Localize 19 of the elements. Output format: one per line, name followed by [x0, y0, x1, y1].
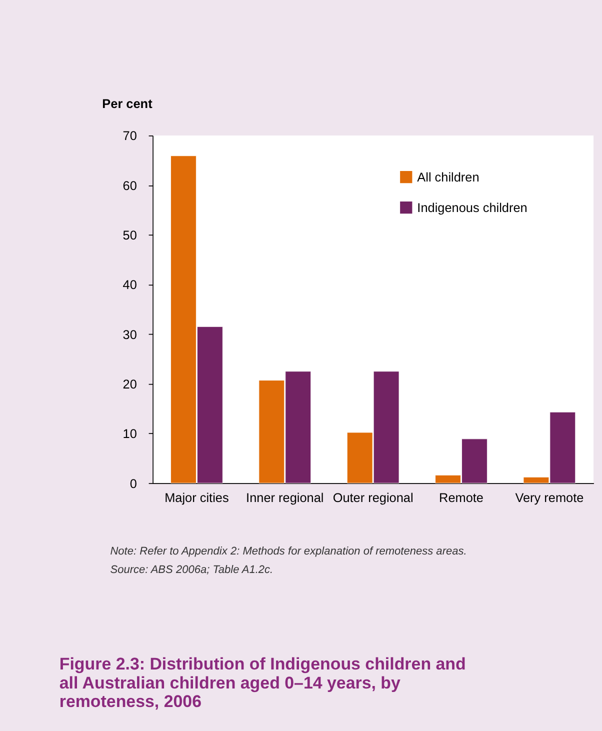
source-note: Source: ABS 2006a; Table A1.2c. — [110, 564, 274, 576]
y-tick-label: 10 — [122, 426, 137, 442]
y-tick-label: 70 — [122, 128, 137, 144]
y-tick-label: 60 — [122, 178, 137, 193]
y-tick-label: 30 — [122, 326, 137, 342]
legend-label: All children — [417, 169, 480, 184]
x-tick-label: Remote — [439, 490, 484, 506]
y-tick-label: 0 — [130, 476, 137, 491]
x-tick-label: Very remote — [515, 490, 584, 506]
text: Note: Refer to Appendix 2: Methods for explanation of remoteness areas. — [110, 545, 467, 558]
y-tick-label: 40 — [122, 277, 137, 292]
legend-label: Indigenous children — [417, 200, 528, 215]
text: Figure 2.3: Distribution of Indigenous children and all Australian children aged 0–14 years, by remoteness, 2006 — [59, 654, 466, 711]
x-tick-label: Outer regional — [332, 490, 414, 506]
y-axis-title: Per cent — [102, 96, 154, 111]
y-tick-label: 20 — [122, 376, 137, 392]
x-tick-label: Inner regional — [246, 490, 324, 506]
x-tick-label: Major cities — [164, 490, 229, 506]
y-tick-label: 50 — [122, 227, 137, 242]
